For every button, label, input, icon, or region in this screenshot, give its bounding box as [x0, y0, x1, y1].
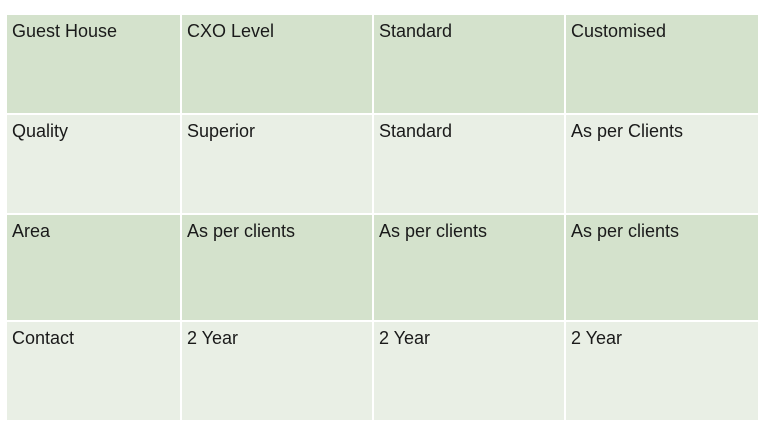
- table-cell: As per clients: [374, 215, 564, 320]
- table-cell: CXO Level: [182, 15, 372, 113]
- table-cell: Standard: [374, 115, 564, 213]
- table-cell: Area: [7, 215, 180, 320]
- table-cell: 2 Year: [374, 322, 564, 420]
- table-cell: Guest House: [7, 15, 180, 113]
- table-cell: 2 Year: [182, 322, 372, 420]
- table-cell: 2 Year: [566, 322, 758, 420]
- table-cell: As per clients: [566, 215, 758, 320]
- table-cell: As per clients: [182, 215, 372, 320]
- table-cell: Quality: [7, 115, 180, 213]
- table-cell: Standard: [374, 15, 564, 113]
- table-cell: Contact: [7, 322, 180, 420]
- table-cell: As per Clients: [566, 115, 758, 213]
- comparison-table: Guest House CXO Level Standard Customise…: [7, 15, 758, 420]
- table-cell: Customised: [566, 15, 758, 113]
- table-cell: Superior: [182, 115, 372, 213]
